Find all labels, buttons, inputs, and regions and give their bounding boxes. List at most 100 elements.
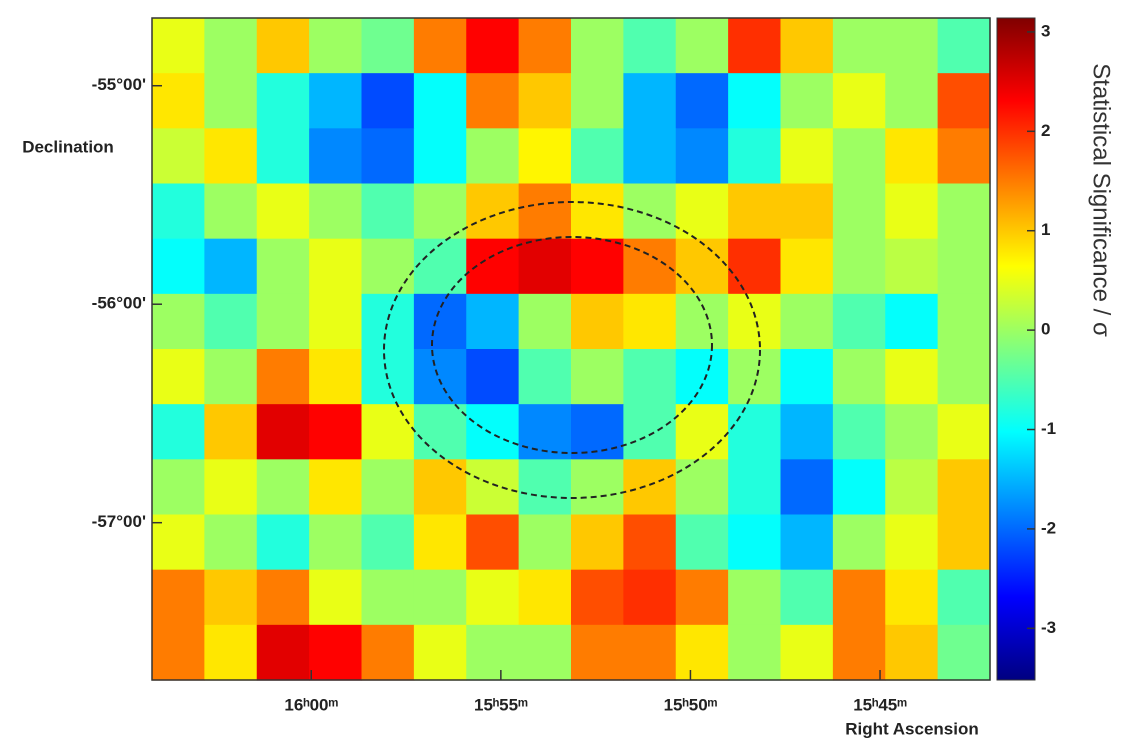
heat-cell [885,624,939,681]
heat-cell [361,569,415,626]
heat-cell [466,569,520,626]
heat-cell [623,569,677,626]
y-tick-label: -55°00' [92,75,146,94]
heat-cell [309,569,363,626]
heat-cell [256,624,310,681]
heat-cell [309,128,363,185]
heat-cell [728,238,782,295]
heat-cell [152,238,205,295]
heat-cell [413,238,467,295]
heat-cell [675,293,729,350]
heat-cell [728,569,782,626]
heat-cell [885,404,939,460]
heat-cell [832,404,886,460]
heat-cell [885,183,939,240]
heat-cell [885,514,939,571]
heat-cell [361,18,415,74]
heat-cell [937,624,991,681]
heat-cell [675,238,729,295]
heat-cell [413,404,467,460]
heat-cell [623,349,677,405]
heat-cell [413,293,467,350]
heat-cell [466,404,520,460]
heat-cell [885,73,939,129]
heat-cell [571,569,624,626]
heat-cell [728,624,782,681]
heat-cell [309,293,363,350]
heat-cell [675,73,729,129]
heat-cell [361,404,415,460]
heat-cell [361,73,415,129]
heat-cell [571,459,624,516]
heat-cell [413,73,467,129]
heat-cell [204,238,258,295]
heat-cell [937,569,991,626]
heat-cell [780,293,834,350]
heat-cell [571,128,624,185]
x-tick-label: 15ʰ55ᵐ [474,695,528,714]
heat-cell [204,293,258,350]
heat-cell [832,128,886,185]
heat-cell [885,18,939,74]
outer-region [383,201,761,499]
heat-cell [832,624,886,681]
heat-cell [466,183,520,240]
x-axis-title: Right Ascension [845,719,979,738]
heat-cell [466,349,520,405]
x-tick-label: 15ʰ45ᵐ [853,695,907,714]
heat-cell [413,18,467,74]
heat-cell [728,73,782,129]
heat-cell [256,293,310,350]
heat-cell [780,459,834,516]
heat-cell [623,183,677,240]
heat-cell [885,569,939,626]
heat-cell [623,18,677,74]
heat-cell [518,18,572,74]
heat-cell [309,404,363,460]
heat-cell [413,514,467,571]
heat-cell [832,183,886,240]
heat-cell [466,459,520,516]
heat-cell [623,514,677,571]
heat-cell [571,349,624,405]
heat-cell [413,128,467,185]
heat-cell [623,404,677,460]
heat-cell [309,514,363,571]
heat-cell [885,459,939,516]
heat-cell [361,128,415,185]
heat-cell [309,73,363,129]
heat-cell [832,349,886,405]
x-tick-label: 16ʰ00ᵐ [284,695,338,714]
heat-cell [780,569,834,626]
heat-cell [518,293,572,350]
heat-cell [937,459,991,516]
colorbar-tick-label: -2 [1041,518,1056,537]
heat-cell [361,624,415,681]
heat-cell [780,349,834,405]
y-tick-label: -56°00' [92,294,146,313]
heat-cell [571,293,624,350]
heat-cell [937,404,991,460]
heat-cell [152,459,205,516]
heat-cell [675,459,729,516]
heat-cell [256,349,310,405]
heat-cell [623,238,677,295]
heat-cell [152,73,205,129]
heat-cell [256,128,310,185]
colorbar-tick-label: 1 [1041,220,1050,239]
heat-cell [571,18,624,74]
heat-cell [937,238,991,295]
heat-cell [937,514,991,571]
heat-cell [204,624,258,681]
heat-cell [256,183,310,240]
heat-cell [361,459,415,516]
heat-cell [571,183,624,240]
heat-cell [728,404,782,460]
heat-cell [780,18,834,74]
heat-cell [256,404,310,460]
heat-cell [832,514,886,571]
heat-cell [152,514,205,571]
heat-cell [204,128,258,185]
heat-cell [571,73,624,129]
